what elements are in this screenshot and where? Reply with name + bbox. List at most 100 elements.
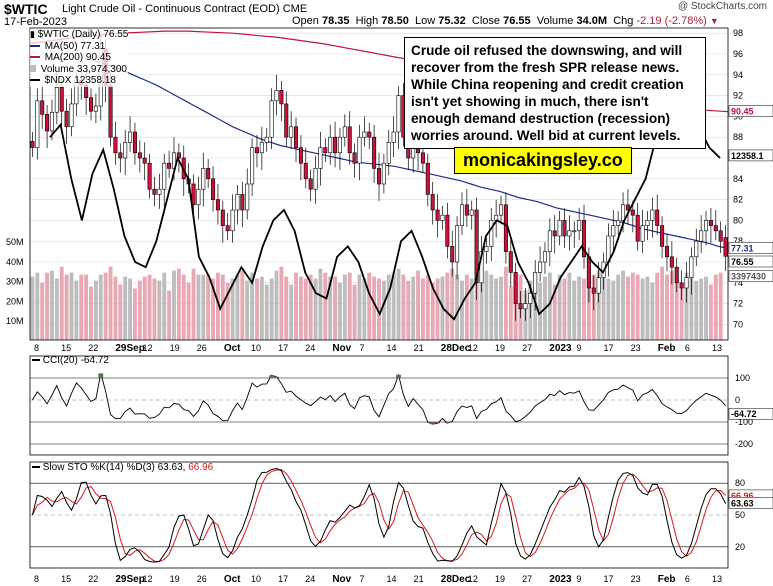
volume-bar	[582, 278, 586, 340]
candle-body	[708, 220, 713, 226]
price-tick-label: 70	[733, 319, 743, 329]
volume-bar	[396, 268, 401, 340]
volume-bar	[152, 278, 157, 340]
instrument-description: Light Crude Oil - Continuous Contract (E…	[62, 3, 307, 15]
x-tick-label: 10	[251, 574, 261, 584]
volume-bar	[245, 280, 250, 340]
axis-value-tag-label: 76.55	[731, 257, 754, 267]
copyright-link[interactable]: @ StockCharts.com	[677, 1, 767, 12]
candle-body	[337, 136, 342, 154]
volume-bar	[313, 278, 318, 340]
x-tick-label: 9	[576, 574, 581, 584]
candle-body	[616, 220, 621, 226]
candle-body	[30, 141, 35, 148]
line-swatch-icon	[32, 466, 40, 469]
volume-bar	[552, 284, 557, 340]
volume-bar	[372, 276, 377, 340]
candle-body	[128, 131, 133, 143]
candle-body	[274, 90, 279, 102]
price-tick-label: 88	[733, 132, 743, 142]
volume-value: 34.0M	[576, 15, 608, 27]
volume-bar	[640, 278, 645, 340]
candle-body	[132, 131, 137, 154]
volume-bar	[342, 274, 347, 340]
volume-bar	[484, 270, 489, 340]
axis-value-tag-label: 77.31	[731, 243, 754, 253]
volume-bar	[669, 270, 674, 340]
axes: 70727476788082848688909294969810M20M30M4…	[6, 27, 743, 585]
candle-body	[191, 183, 196, 206]
volume-bar	[420, 278, 425, 340]
volume-bar	[635, 274, 640, 340]
volume-bar	[411, 276, 416, 340]
volume-bar	[40, 282, 45, 340]
volume-bar	[596, 270, 601, 340]
volume-bar	[157, 280, 162, 340]
candle-body	[542, 251, 547, 263]
volume-bar	[211, 278, 215, 340]
candle-body	[196, 188, 201, 206]
stochastic-legend-label: Slow STO %K(14) %D(3) 63.63,	[42, 462, 186, 473]
chart-date: 17-Feb-2023	[4, 16, 67, 28]
volume-bar	[269, 278, 274, 340]
volume-bar	[98, 274, 103, 340]
cci-tick-label: -100	[735, 417, 753, 427]
candle-body	[269, 100, 274, 138]
stochastic-panel-frame	[29, 461, 729, 569]
volume-bar	[74, 280, 79, 340]
candle-body	[201, 168, 206, 190]
x-tick-label: 12	[142, 343, 152, 353]
x-tick-label: Feb	[658, 574, 676, 585]
legend-item-price: ▮ $WTIC (Daily) 76.55	[30, 29, 128, 41]
volume-bar	[679, 286, 684, 340]
volume-bar	[352, 284, 357, 340]
cci-tick-label: 100	[735, 373, 750, 383]
volume-bar	[655, 272, 660, 340]
volume-bar	[704, 276, 708, 340]
candle-body	[362, 131, 367, 138]
candle-body	[430, 194, 435, 211]
volume-bar	[425, 274, 430, 340]
candle-body	[142, 157, 147, 164]
candle-body	[240, 194, 245, 211]
price-tick-label: 72	[733, 299, 743, 309]
cci-line	[32, 373, 726, 425]
candle-body	[581, 220, 587, 258]
candle-body	[171, 152, 177, 169]
candle-body	[689, 256, 694, 278]
candle-body	[562, 220, 567, 237]
volume-bar	[547, 272, 552, 340]
candle-body	[220, 209, 225, 226]
ma50-line	[89, 58, 729, 249]
volume-bar	[416, 270, 420, 340]
volume-bar	[298, 276, 303, 340]
volume-bar	[357, 274, 362, 340]
volume-tick-label: 30M	[6, 277, 24, 287]
volume-bar	[694, 280, 699, 340]
cci-legend-label: CCI(20) -64.72	[42, 355, 109, 366]
volume-bar	[460, 280, 464, 340]
line-swatch-icon	[30, 56, 40, 59]
candle-body	[367, 131, 372, 138]
volume-bar	[401, 274, 406, 340]
x-tick-label: 24	[305, 574, 315, 584]
x-tick-label: 14	[387, 343, 397, 353]
volume-bar	[215, 272, 220, 340]
candle-body	[245, 183, 250, 211]
candle-body	[254, 147, 259, 154]
ma50-series	[89, 58, 729, 249]
x-tick-label: 8	[34, 574, 39, 584]
volume-bar	[381, 280, 386, 340]
price-tick-label: 98	[733, 28, 743, 38]
volume-bar	[54, 278, 59, 340]
axis-value-tag	[728, 242, 773, 254]
volume-bar	[674, 276, 679, 340]
legend-label: Volume 33,974,300	[40, 63, 127, 75]
candle-body	[264, 136, 269, 143]
candle-body	[84, 84, 89, 98]
volume-bar	[508, 286, 513, 340]
volume-bar	[93, 280, 98, 340]
open-label: Open	[292, 15, 319, 27]
volume-tick-label: 10M	[6, 316, 24, 326]
